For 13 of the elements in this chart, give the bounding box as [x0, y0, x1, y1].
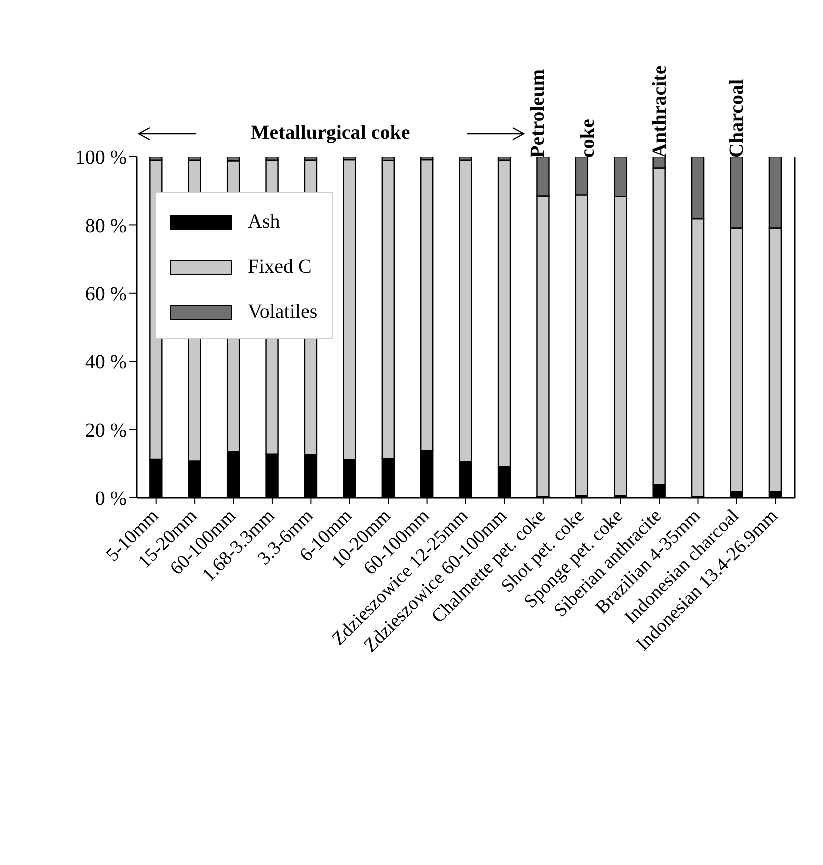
y-tick-label: 100 %	[75, 147, 127, 170]
y-tick-label: 80 %	[85, 215, 127, 238]
text: Metallurgical coke	[250, 122, 412, 145]
annotation: Anthracite	[648, 66, 672, 158]
y-tick-label: 0 %	[95, 488, 127, 510]
legend-label: Volatiles	[248, 301, 318, 324]
y-tick-label: 60 %	[85, 284, 127, 306]
y-tick-label: 40 %	[85, 352, 127, 374]
y-tick-label: 20 %	[85, 420, 127, 442]
legend-label: Fixed C	[248, 256, 312, 279]
legend-label: Ash	[248, 211, 280, 234]
text: Petroleum coke	[526, 70, 599, 158]
annotation: Charcoal	[724, 79, 749, 158]
